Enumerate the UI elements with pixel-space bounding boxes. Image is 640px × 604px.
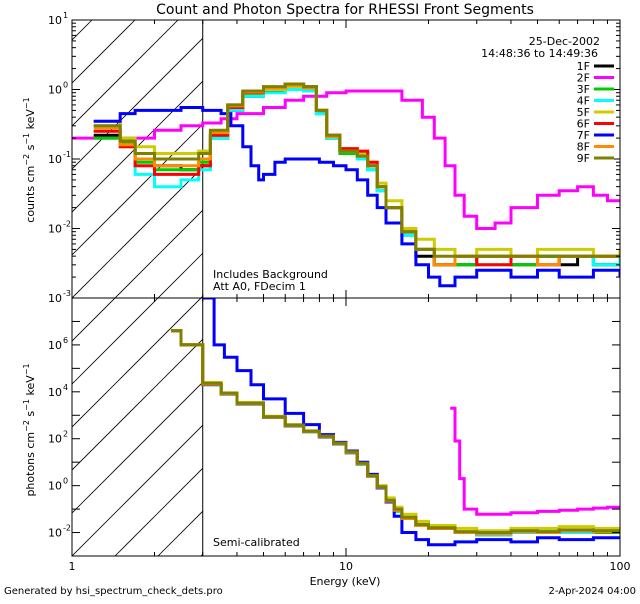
x-tick-label: 10	[339, 560, 353, 573]
y-tick-label-top: 10	[48, 153, 62, 166]
bottom-ylabel-kev: keV	[24, 375, 37, 399]
hatch-line	[72, 252, 203, 385]
attenuator-hatch-region	[0, 20, 640, 556]
y-tick-exp-top: 1	[63, 11, 68, 20]
y-tick-label-bottom: 10	[48, 480, 62, 493]
hatch-line	[72, 37, 203, 170]
bottom-ylabel-exp3: −1	[22, 363, 31, 375]
count-spectra	[72, 82, 620, 288]
y-tick-label-bottom: 10	[48, 527, 62, 540]
x-tick-label: 1	[69, 560, 76, 573]
x-axis-title: Energy (keV)	[310, 575, 381, 588]
svg-text:photons cm−2 s−1 keV−1: photons cm−2 s−1 keV−1	[22, 363, 37, 496]
time-range-label: 14:48:36 to 14:49:36	[481, 47, 598, 60]
legend-label-7F: 7F	[577, 129, 590, 142]
hatch-line	[631, 20, 640, 556]
bottom-ylabel-main: photons cm	[24, 432, 37, 497]
top-ylabel-s: s	[24, 144, 37, 153]
photon-series-7F	[202, 298, 620, 547]
top-ylabel-exp1: −2	[22, 154, 31, 166]
top-ylabel-exp2: −1	[22, 133, 31, 145]
y-tick-label-bottom: 10	[48, 433, 62, 446]
count-series-9F	[93, 82, 620, 258]
footer-timestamp: 2-Apr-2024 04:00	[549, 586, 636, 597]
hatch-line	[72, 424, 203, 556]
footer-generated-by: Generated by hsi_spectrum_check_dets.pro	[4, 586, 223, 597]
hatch-line	[72, 20, 179, 127]
y-tick-exp-bottom: 0	[63, 477, 68, 486]
hatch-line	[72, 20, 93, 41]
y-tick-label-top: 10	[48, 292, 62, 305]
y-tick-exp-bottom: -2	[63, 524, 71, 533]
annotation-background: Includes Background	[213, 268, 328, 281]
hatch-line	[0, 20, 6, 556]
y-tick-exp-bottom: 6	[63, 336, 68, 345]
hatch-line	[72, 381, 203, 514]
x-tick-label: 100	[610, 560, 631, 573]
hatch-line	[72, 209, 203, 342]
y-tick-label-top: 10	[48, 223, 62, 236]
y-tick-exp-top: -3	[63, 289, 71, 298]
legend-label-5F: 5F	[577, 106, 590, 119]
hatch-line	[545, 20, 640, 556]
photon-series-9F	[171, 329, 620, 534]
count-series-2F	[72, 89, 620, 230]
legend-label-9F: 9F	[577, 152, 590, 165]
photon-series-2F	[450, 406, 620, 516]
bottom-y-axis-title: photons cm−2 s−1 keV−1	[22, 363, 37, 496]
bottom-ylabel-s: s	[24, 411, 37, 420]
hatch-line	[72, 338, 203, 471]
legend-label-8F: 8F	[577, 141, 590, 154]
legend-label-4F: 4F	[577, 95, 590, 108]
legend-label-3F: 3F	[577, 83, 590, 96]
top-y-axis-title: counts cm−2 s−1 keV−1	[22, 97, 37, 222]
bottom-ylabel-exp1: −2	[22, 420, 31, 432]
top-ylabel-kev: keV	[24, 109, 37, 133]
chart-title: Count and Photon Spectra for RHESSI Fron…	[156, 2, 534, 18]
annotation-attenuator: Att A0, FDecim 1	[213, 280, 306, 293]
photon-spectra	[171, 298, 620, 547]
y-tick-exp-bottom: 4	[63, 383, 68, 392]
y-tick-label-bottom: 10	[48, 386, 62, 399]
y-tick-exp-top: -1	[63, 150, 71, 159]
legend-label-6F: 6F	[577, 118, 590, 131]
top-ylabel-main: counts cm	[24, 166, 37, 223]
annotation-semi-calibrated: Semi-calibrated	[213, 536, 300, 549]
y-tick-exp-bottom: 2	[63, 430, 68, 439]
hatch-line	[72, 166, 203, 299]
y-tick-label-bottom: 10	[48, 339, 62, 352]
y-tick-exp-top: 0	[63, 81, 68, 90]
hatch-line	[72, 20, 136, 84]
y-tick-label-top: 10	[48, 14, 62, 27]
bottom-ylabel-exp2: −1	[22, 399, 31, 411]
svg-text:counts cm−2 s−1 keV−1: counts cm−2 s−1 keV−1	[22, 97, 37, 222]
legend-label-2F: 2F	[577, 72, 590, 85]
y-tick-label-top: 10	[48, 84, 62, 97]
date-label: 25-Dec-2002	[529, 35, 600, 48]
legend-label-1F: 1F	[577, 60, 590, 73]
y-tick-exp-top: -2	[63, 220, 71, 229]
top-ylabel-exp3: −1	[22, 97, 31, 109]
count-series-7F	[93, 106, 620, 288]
